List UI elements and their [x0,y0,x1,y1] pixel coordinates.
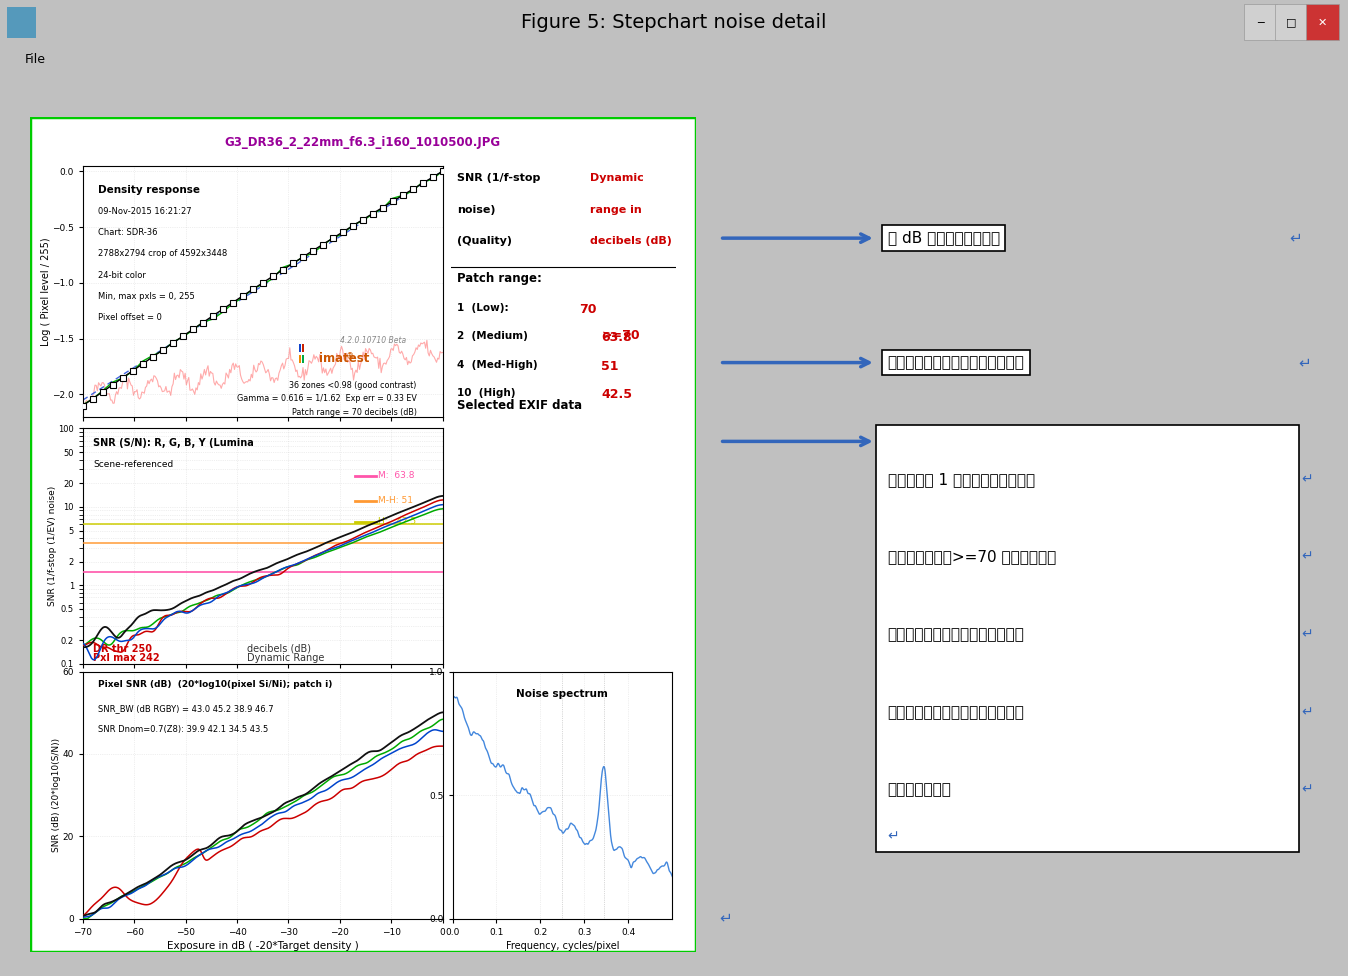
Text: ↵: ↵ [1302,549,1313,564]
Text: ↵: ↵ [1302,783,1313,796]
Text: 1  (Low):: 1 (Low): [457,303,510,313]
Bar [876,425,1298,852]
Text: 信噪比等于 1 时，相机识别到的动: 信噪比等于 1 时，相机识别到的动 [888,471,1035,487]
Text: 动态范围大于软件识别到的图像中: 动态范围大于软件识别到的图像中 [888,627,1024,642]
Text: Dynamic: Dynamic [590,174,644,183]
Text: ↵: ↵ [1302,706,1313,719]
Text: Patch range = 70 decibels (dB): Patch range = 70 decibels (dB) [291,408,417,417]
Text: Pixel SNR (dB)  (20*log10(pixel Si/Ni); patch i): Pixel SNR (dB) (20*log10(pixel Si/Ni); p… [98,680,333,689]
Text: Pxl max 242: Pxl max 242 [93,653,160,663]
Text: M:  63.8: M: 63.8 [379,471,415,480]
Text: 63.8: 63.8 [601,332,632,345]
Text: Dynamic Range: Dynamic Range [247,653,325,663]
Text: 51: 51 [601,360,619,373]
Text: decibels (dB): decibels (dB) [247,644,311,654]
Bar [1275,5,1308,40]
Text: 36 zones <0.98 (good contrast): 36 zones <0.98 (good contrast) [290,381,417,390]
Text: ↵: ↵ [1290,230,1302,246]
Text: ─: ─ [1256,18,1264,27]
Text: 4.2.0.10710 Beta: 4.2.0.10710 Beta [340,337,406,346]
Text: ®: ® [346,352,355,361]
Text: SNR Dnom=0.7(Z8): 39.9 42.1 34.5 43.5: SNR Dnom=0.7(Z8): 39.9 42.1 34.5 43.5 [98,725,268,734]
Text: 的最大动态范围。或大于测试卡本: 的最大动态范围。或大于测试卡本 [888,705,1024,719]
Text: 24-bit color: 24-bit color [98,270,146,279]
Y-axis label: SNR (dB) (20*log10(S/N)): SNR (dB) (20*log10(S/N)) [53,738,61,852]
Text: 身的动态范围。: 身的动态范围。 [888,783,952,797]
Text: 2788x2794 crop of 4592x3448: 2788x2794 crop of 4592x3448 [98,249,228,259]
Text: noise): noise) [457,205,496,215]
Text: (Quality): (Quality) [457,235,512,246]
Text: range in: range in [590,205,642,215]
FancyBboxPatch shape [302,345,305,352]
Text: Gamma = 0.616 = 1/1.62  Exp err = 0.33 EV: Gamma = 0.616 = 1/1.62 Exp err = 0.33 EV [237,394,417,403]
Text: Density response: Density response [98,184,201,194]
Text: 10  (High): 10 (High) [457,388,516,398]
Text: Selected EXIF data: Selected EXIF data [457,398,582,412]
Text: Scene-referenced: Scene-referenced [93,460,174,468]
Text: decibels (dB): decibels (dB) [590,235,671,246]
FancyBboxPatch shape [299,345,301,352]
Text: SNR (1/f-stop: SNR (1/f-stop [457,174,541,183]
Text: □: □ [1286,18,1297,27]
Text: >=70: >=70 [601,329,640,342]
Text: Noise spectrum: Noise spectrum [516,689,608,699]
Text: 以 dB 为单位的动态范围: 以 dB 为单位的动态范围 [888,230,1000,246]
Y-axis label: Log ( Pixel level / 255): Log ( Pixel level / 255) [40,237,51,346]
Text: SNR (S/N): R, G, B, Y (Lumina: SNR (S/N): R, G, B, Y (Lumina [93,438,253,448]
Text: 09-Nov-2015 16:21:27: 09-Nov-2015 16:21:27 [98,207,191,216]
Text: Pixel offset = 0: Pixel offset = 0 [98,313,162,322]
Text: imatest: imatest [319,352,369,365]
Text: ✕: ✕ [1318,18,1326,27]
Bar [1244,5,1277,40]
Text: H:   42.5: H: 42.5 [379,517,417,526]
Text: Figure 5: Stepchart noise detail: Figure 5: Stepchart noise detail [522,13,826,32]
Text: 态范围。本图中>=70 意味着相机的: 态范围。本图中>=70 意味着相机的 [888,549,1055,564]
Text: 软件从被拍摄图像中识别到的范围: 软件从被拍摄图像中识别到的范围 [888,355,1024,370]
Text: 70: 70 [580,303,597,316]
Text: ↵: ↵ [1298,355,1312,370]
Text: 2  (Medium): 2 (Medium) [457,332,528,342]
Bar [1306,5,1339,40]
FancyBboxPatch shape [299,355,301,363]
X-axis label: Frequency, cycles/pixel: Frequency, cycles/pixel [506,941,619,951]
Text: M-H: 51: M-H: 51 [379,496,414,506]
Text: ↵: ↵ [1302,472,1313,486]
FancyBboxPatch shape [302,355,305,363]
Y-axis label: SNR (1/f-stop (1/EV) noise): SNR (1/f-stop (1/EV) noise) [47,486,57,606]
Text: SNR_BW (dB RGBY) = 43.0 45.2 38.9 46.7: SNR_BW (dB RGBY) = 43.0 45.2 38.9 46.7 [98,705,274,713]
Text: Patch range:: Patch range: [457,272,542,285]
Text: File: File [24,53,46,66]
Text: ↵: ↵ [720,911,732,926]
Text: Chart: SDR-36: Chart: SDR-36 [98,228,158,237]
Text: Min, max pxls = 0, 255: Min, max pxls = 0, 255 [98,292,195,301]
Text: 42.5: 42.5 [601,388,632,401]
Text: DR thr 250: DR thr 250 [93,644,152,654]
Text: G3_DR36_2_22mm_f6.3_i160_1010500.JPG: G3_DR36_2_22mm_f6.3_i160_1010500.JPG [225,137,500,149]
Text: ↵: ↵ [1302,628,1313,641]
Text: 4  (Med-High): 4 (Med-High) [457,360,538,370]
X-axis label: Exposure in dB ( -20*Target density ): Exposure in dB ( -20*Target density ) [167,941,359,951]
Bar [7,7,36,38]
Text: ↵: ↵ [888,830,899,843]
